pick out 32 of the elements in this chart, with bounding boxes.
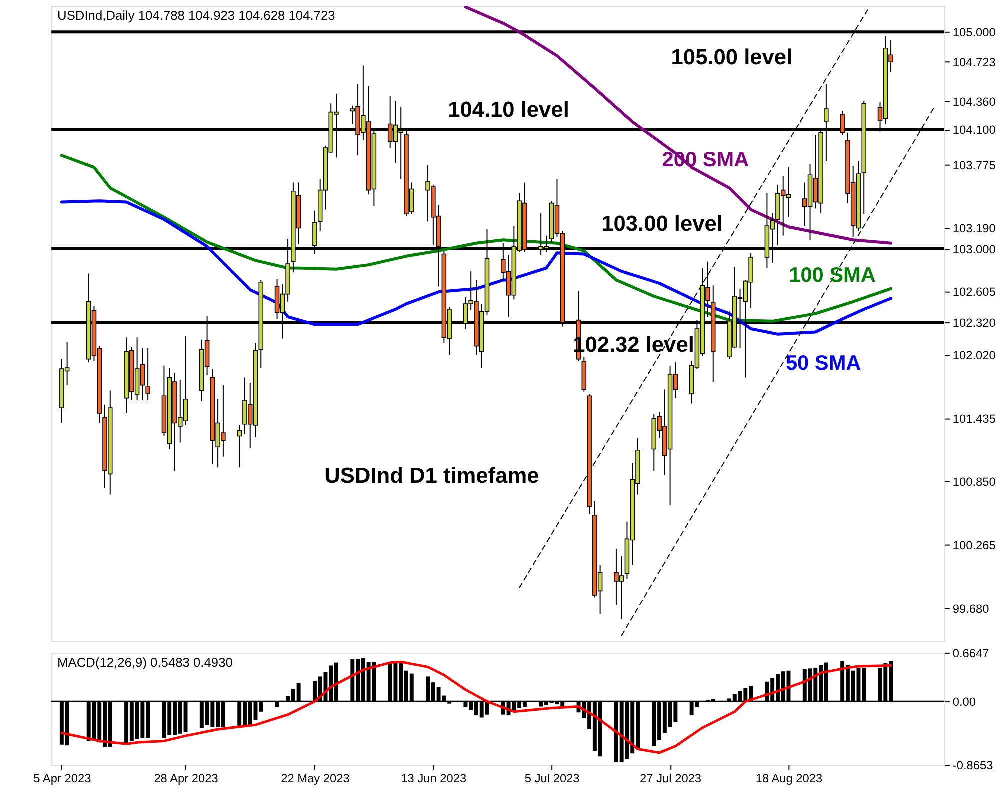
x-tick-label: 27 Jul 2023: [640, 771, 702, 786]
y-tick-label: 0.6647: [952, 646, 990, 660]
x-tick-label: 13 Jun 2023: [401, 771, 468, 786]
y-tick-label: 100.265: [952, 538, 996, 553]
annotation: USDInd D1 timefame: [324, 462, 540, 488]
y-tick-label: 103.775: [952, 158, 996, 172]
y-tick-label: 102.320: [952, 316, 996, 330]
y-tick-label: 104.100: [952, 123, 996, 138]
x-tick-label: 5 Apr 2023: [34, 771, 92, 786]
y-tick-label: 101.435: [952, 412, 996, 426]
y-tick-label: 104.723: [952, 56, 996, 70]
y-tick-label: 102.020: [952, 348, 996, 362]
annotation: 104.10 level: [448, 97, 570, 122]
chart-title: USDInd,Daily 104.788 104.923 104.628 104.723: [58, 8, 336, 23]
y-tick-label: 104.360: [952, 94, 996, 109]
x-tick-label: 18 Aug 2023: [756, 771, 824, 786]
y-tick-label: 0.00: [952, 695, 976, 710]
y-tick-label: 99.680: [952, 602, 990, 616]
y-tick-label: 100.850: [952, 475, 996, 490]
chart-title: MACD(12,26,9) 0.5483 0.4930: [58, 654, 233, 670]
series-label: 100 SMA: [789, 264, 876, 288]
x-tick-label: 22 May 2023: [281, 771, 350, 786]
x-tick-label: 5 Jul 2023: [524, 771, 580, 786]
y-tick-label: 103.000: [952, 242, 996, 256]
annotation: 105.00 level: [671, 44, 793, 70]
y-tick-label: 103.190: [952, 222, 996, 236]
annotation: 103.00 level: [602, 210, 723, 236]
series-label: 50 SMA: [786, 352, 862, 375]
y-tick-label: -0.8653: [952, 758, 994, 773]
x-tick-label: 28 Apr 2023: [154, 771, 219, 786]
y-tick-label: 105.000: [952, 26, 996, 40]
y-tick-label: 102.605: [952, 285, 996, 300]
